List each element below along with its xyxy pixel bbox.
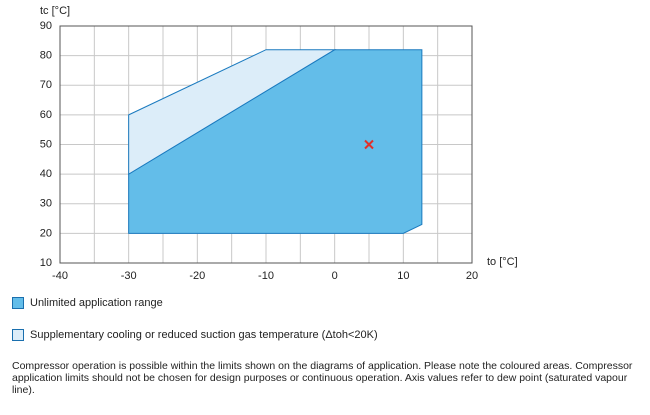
envelope-area <box>128 49 337 176</box>
y-tick-label: 80 <box>40 50 52 62</box>
x-tick-label: -10 <box>258 270 274 282</box>
operating-point <box>364 139 374 150</box>
x-tick-label: 20 <box>466 270 478 282</box>
y-tick-label: 50 <box>40 138 52 150</box>
legend-label: Supplementary cooling or reduced suction… <box>30 329 378 341</box>
legend-swatch <box>12 329 24 341</box>
y-tick-label: 70 <box>40 79 52 91</box>
x-tick-label: -40 <box>52 270 68 282</box>
note: Compressor operation is possible within … <box>12 360 633 396</box>
chart: tc [°C] to [°C] -40 -30 -20 -10 0 10 20 10 20 30 4… <box>40 5 518 282</box>
legend-item: Unlimited application range <box>12 297 163 309</box>
y-tick-label: 30 <box>40 198 52 210</box>
x-axis-label: to [°C] <box>487 256 518 268</box>
y-tick-label: 40 <box>40 168 52 180</box>
x-tick-label: 10 <box>397 270 409 282</box>
x-tick-label: -30 <box>121 270 137 282</box>
legend-item: Supplementary cooling or reduced suction… <box>12 329 378 341</box>
x-tick-label: -20 <box>189 270 205 282</box>
y-tick-label: 10 <box>40 257 52 269</box>
legend-label: Unlimited application range <box>30 297 163 309</box>
y-tick-label: 60 <box>40 109 52 121</box>
legend-swatch <box>12 297 24 309</box>
y-axis-label: tc [°C] <box>40 5 70 17</box>
x-tick-label: 0 <box>332 270 338 282</box>
plot-frame <box>59 25 473 264</box>
y-tick-label: 20 <box>40 227 52 239</box>
y-tick-label: 90 <box>40 20 52 32</box>
